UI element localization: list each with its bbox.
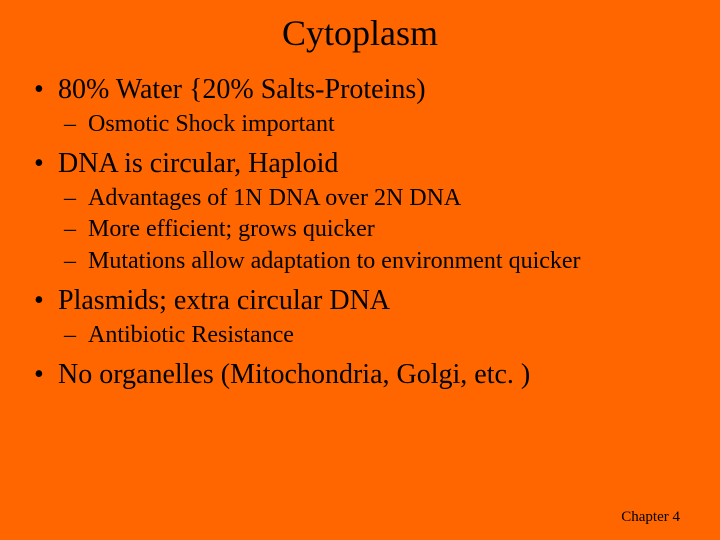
footer-text: Chapter 4 — [621, 509, 680, 526]
bullet-text: Plasmids; extra circular DNA — [58, 285, 390, 316]
sub-bullet-item: Antibiotic Resistance — [58, 320, 690, 351]
sub-bullet-item: Mutations allow adaptation to environmen… — [58, 246, 690, 277]
bullet-text: DNA is circular, Haploid — [58, 148, 338, 179]
bullet-text: 80% Water {20% Salts-Proteins) — [58, 74, 426, 105]
sub-bullet-list: Antibiotic Resistance — [58, 320, 690, 351]
sub-bullet-list: Osmotic Shock important — [58, 109, 690, 140]
sub-bullet-item: More efficient; grows quicker — [58, 214, 690, 245]
slide-title: Cytoplasm — [30, 12, 690, 54]
bullet-item: 80% Water {20% Salts-Proteins) Osmotic S… — [30, 72, 690, 140]
bullet-text: No organelles (Mitochondria, Golgi, etc.… — [58, 359, 530, 390]
bullet-item: No organelles (Mitochondria, Golgi, etc.… — [30, 357, 690, 392]
sub-bullet-item: Osmotic Shock important — [58, 109, 690, 140]
bullet-item: DNA is circular, Haploid Advantages of 1… — [30, 146, 690, 277]
sub-bullet-list: Advantages of 1N DNA over 2N DNA More ef… — [58, 183, 690, 277]
slide: Cytoplasm 80% Water {20% Salts-Proteins)… — [0, 0, 720, 540]
bullet-list: 80% Water {20% Salts-Proteins) Osmotic S… — [30, 72, 690, 392]
bullet-item: Plasmids; extra circular DNA Antibiotic … — [30, 283, 690, 351]
sub-bullet-item: Advantages of 1N DNA over 2N DNA — [58, 183, 690, 214]
